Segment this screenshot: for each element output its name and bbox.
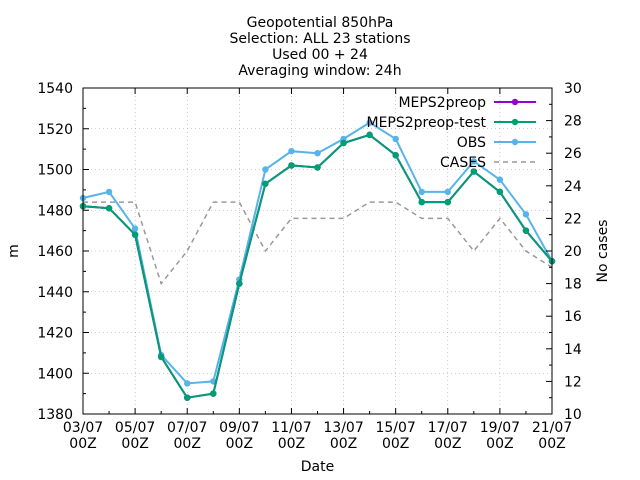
data-point-obs <box>444 188 451 196</box>
series-line-cases <box>83 201 553 286</box>
y-tick-label: 1540 <box>37 81 73 97</box>
x-tick-label: 03/07 <box>63 420 103 436</box>
data-point-meps2preop-test <box>262 180 269 187</box>
data-point-meps2preop-test <box>105 205 113 212</box>
y-tick-label: 1500 <box>37 163 73 179</box>
data-point-meps2preop-test <box>444 198 451 206</box>
series-line-meps2preop <box>82 133 553 399</box>
legend-label: OBS <box>457 135 486 151</box>
legend-marker <box>511 118 519 126</box>
y2-tick-label: 30 <box>564 81 582 97</box>
y2-tick-label: 12 <box>564 374 582 390</box>
data-point-meps2preop-test <box>470 168 478 175</box>
y2-tick-label: 24 <box>564 179 582 195</box>
data-point-obs <box>184 380 191 387</box>
y2-axis-label: No cases <box>595 220 611 283</box>
data-point-meps2preop-test <box>418 198 425 206</box>
y2-tick-label: 14 <box>564 342 582 358</box>
data-point-obs <box>288 147 295 155</box>
data-point-meps2preop-test <box>366 131 373 139</box>
title-line: Averaging window: 24h <box>238 63 401 79</box>
data-point-meps2preop-test <box>184 394 191 401</box>
series-lines <box>79 119 556 401</box>
x-tick-label: 11/07 <box>271 420 311 436</box>
y-tick-label: 1460 <box>37 244 73 260</box>
y-axis: 1380 1400 1420 1440 1460 1480 1500 1520 1540 <box>37 81 89 423</box>
data-point-obs <box>522 211 530 218</box>
x-tick-label: 00Z <box>174 436 201 452</box>
title-line: Selection: ALL 23 stations <box>229 31 410 47</box>
y2-tick-label: 28 <box>564 114 582 130</box>
x-tick-label: 00Z <box>121 436 148 452</box>
data-point-meps2preop-test <box>340 139 347 147</box>
legend-marker <box>511 98 519 106</box>
data-point-obs <box>392 135 399 143</box>
data-point-meps2preop-test <box>496 188 504 196</box>
x-tick-label: 00Z <box>434 436 461 452</box>
x-tick-label: 21/07 <box>532 420 572 436</box>
data-point-obs <box>366 119 373 126</box>
x-tick-label: 00Z <box>226 436 253 452</box>
data-point-obs <box>418 188 425 196</box>
data-point-obs <box>131 225 139 232</box>
y-tick-label: 1420 <box>37 326 73 342</box>
y2-tick-label: 26 <box>564 146 582 162</box>
data-point-obs <box>470 158 478 165</box>
y-tick-label: 1480 <box>37 203 73 219</box>
data-point-meps2preop-test <box>131 231 139 238</box>
x-tick-label: 00Z <box>486 436 513 452</box>
data-point-meps2preop-test <box>210 390 217 397</box>
x-tick-label: 00Z <box>69 436 96 452</box>
x-tick-label: 09/07 <box>219 420 259 436</box>
y2-tick-label: 16 <box>564 309 582 325</box>
y-tick-label: 1440 <box>37 285 73 301</box>
data-point-obs <box>262 166 269 173</box>
x-tick-label: 19/07 <box>480 420 520 436</box>
x-axis-label: Date <box>301 459 334 475</box>
x-tick-label: 00Z <box>330 436 357 452</box>
x-tick-label: 05/07 <box>115 420 155 436</box>
data-point-meps2preop-test <box>522 227 530 234</box>
y-tick-label: 1400 <box>37 366 73 382</box>
y2-axis: 10 12 14 16 18 20 22 24 26 28 30 <box>546 81 582 423</box>
data-point-obs <box>105 188 113 196</box>
legend-label: MEPS2preop-test <box>367 115 487 131</box>
y2-tick-label: 22 <box>564 211 582 227</box>
x-tick-label: 00Z <box>538 436 565 452</box>
legend-label: CASES <box>440 155 486 171</box>
data-point-meps2preop-test <box>314 164 321 171</box>
data-point-meps2preop-test <box>392 152 399 159</box>
x-tick-label: 07/07 <box>167 420 207 436</box>
y2-tick-label: 18 <box>564 277 582 293</box>
y2-tick-label: 10 <box>564 407 582 423</box>
series-line-meps2preop-test <box>82 133 553 399</box>
x-axis: 03/0700Z05/0700Z07/0700Z09/0700Z11/0700Z… <box>63 88 572 452</box>
data-point-obs <box>314 150 321 157</box>
data-point-meps2preop-test <box>236 280 243 287</box>
title-line: Geopotential 850hPa <box>247 15 394 31</box>
x-tick-label: 13/07 <box>323 420 363 436</box>
y-tick-label: 1520 <box>37 122 73 138</box>
y-tick-label: 1380 <box>37 407 73 423</box>
legend-marker <box>511 138 519 146</box>
title-line: Used 00 + 24 <box>272 47 368 63</box>
data-point-meps2preop-test <box>288 162 295 169</box>
legend: MEPS2preop MEPS2preop-test OBS CASES <box>367 95 536 171</box>
x-tick-label: 00Z <box>278 436 305 452</box>
x-tick-label: 00Z <box>382 436 409 452</box>
x-tick-label: 15/07 <box>375 420 415 436</box>
data-point-meps2preop-test <box>157 353 165 361</box>
x-tick-label: 17/07 <box>428 420 468 436</box>
data-point-obs <box>496 176 504 183</box>
y2-tick-label: 20 <box>564 244 582 260</box>
y-axis-label: m <box>6 244 22 258</box>
legend-label: MEPS2preop <box>398 95 486 111</box>
